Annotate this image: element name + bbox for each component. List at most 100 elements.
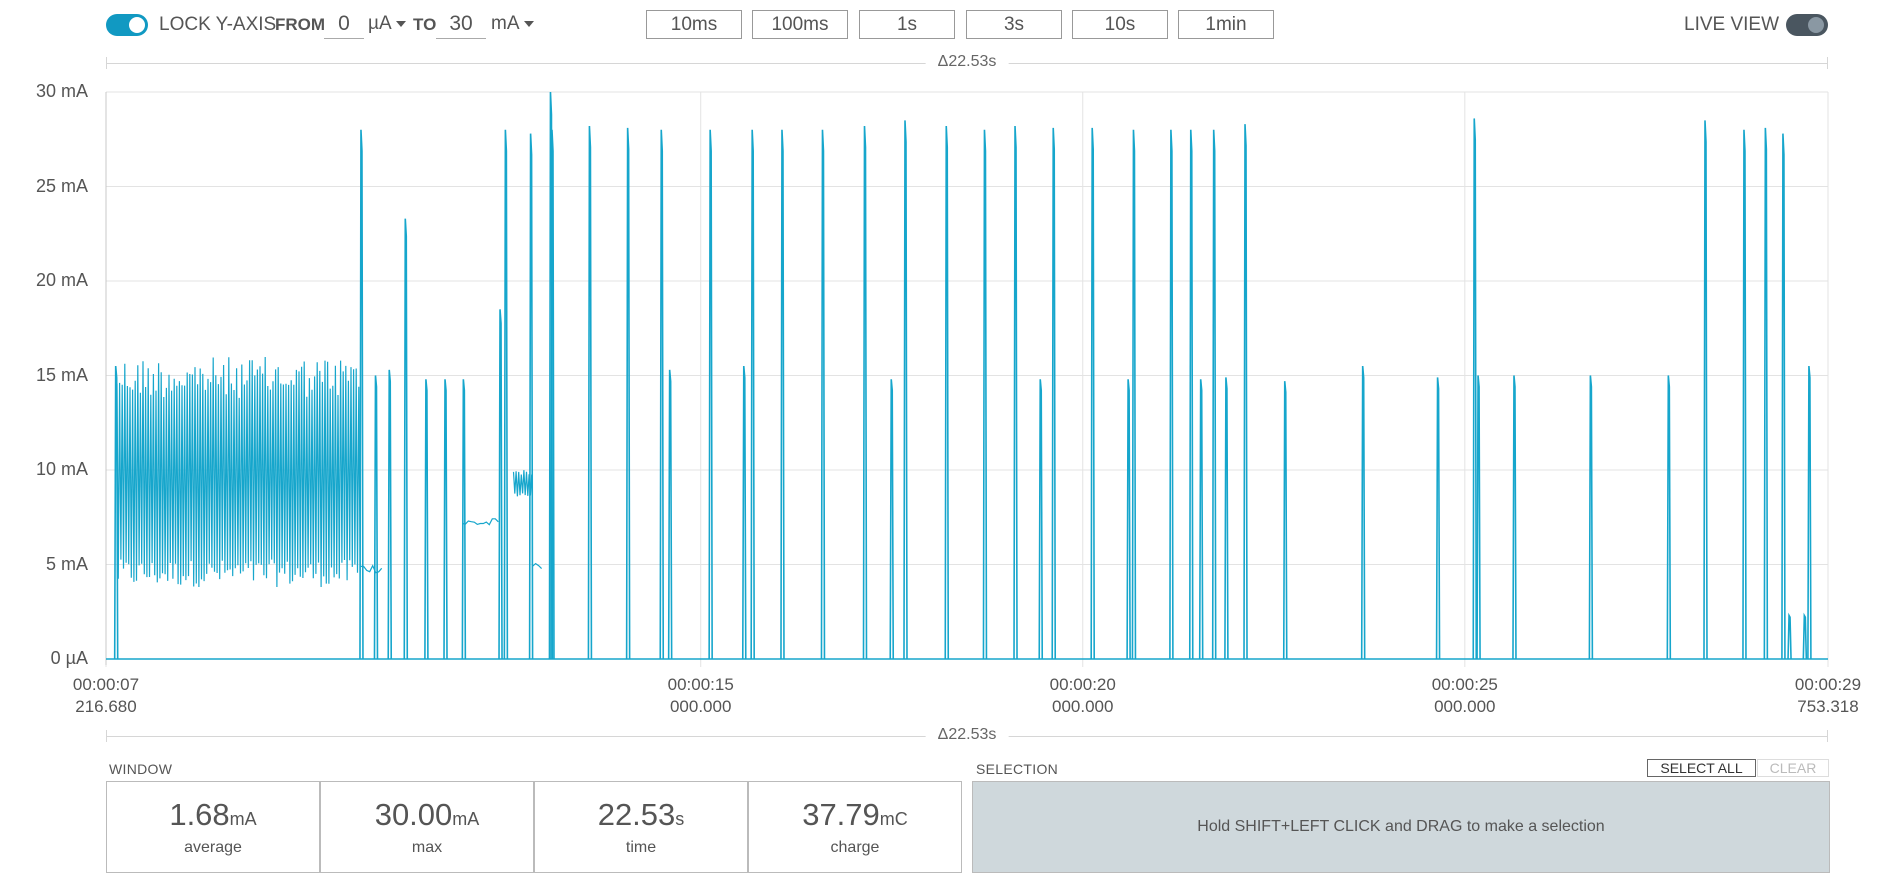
current-spike	[1169, 129, 1174, 660]
current-spike	[403, 218, 409, 660]
current-spike	[1131, 129, 1137, 660]
current-spike	[1435, 377, 1441, 660]
current-spike	[1126, 379, 1131, 660]
toggle-knob	[1808, 17, 1824, 33]
lock-y-axis-toggle[interactable]	[106, 14, 148, 36]
current-spike	[550, 129, 555, 660]
current-spike	[862, 125, 868, 660]
y-tick-label: 0 µA	[50, 648, 88, 668]
current-spike	[659, 129, 665, 660]
current-spike	[1282, 381, 1288, 660]
current-spike	[1013, 125, 1018, 660]
current-spike	[1224, 377, 1229, 660]
y-tick-label: 15 mA	[35, 364, 88, 385]
current-spike	[982, 129, 988, 660]
stat-name: charge	[830, 839, 880, 856]
y-tick-label: 25 mA	[35, 175, 88, 196]
current-spike	[498, 309, 503, 660]
x-tick-label: 00:00:15 000.000	[668, 674, 734, 718]
current-spike	[528, 133, 534, 660]
current-spike	[1188, 129, 1194, 660]
current-spike	[1038, 379, 1044, 660]
window-1min-button[interactable]: 1min	[1178, 10, 1274, 39]
window-10ms-button[interactable]: 10ms	[646, 10, 742, 39]
x-tick-millis: 000.000	[1434, 697, 1496, 716]
live-view-label: LIVE VIEW	[1684, 14, 1780, 35]
stat-unit: mC	[879, 809, 908, 829]
delta-top-label: Δ22.53s	[925, 53, 1009, 71]
from-unit-value: µA	[368, 13, 392, 34]
window-10s-button[interactable]: 10s	[1072, 10, 1168, 39]
window-duration-top: Δ22.53s	[106, 53, 1828, 73]
current-trace-segment	[512, 470, 533, 497]
stat-name: average	[184, 839, 242, 856]
y-tick-label: 30 mA	[35, 81, 88, 101]
current-spike	[889, 379, 895, 660]
chevron-down-icon	[395, 20, 406, 27]
from-unit-select[interactable]: µA	[368, 13, 406, 35]
stat-name: time	[625, 839, 657, 856]
current-trace-segment	[116, 356, 361, 588]
current-spike	[667, 369, 673, 660]
current-spike	[625, 127, 631, 660]
current-spike	[1742, 129, 1747, 660]
current-trace-segment	[360, 564, 383, 574]
x-tick-millis: 000.000	[669, 697, 732, 716]
to-label: TO	[413, 15, 437, 34]
select-all-button[interactable]: SELECT ALL	[1647, 759, 1756, 777]
to-value-input[interactable]: 30	[436, 10, 486, 39]
current-spike	[113, 365, 119, 660]
current-spike	[1588, 375, 1594, 660]
toggle-knob	[129, 17, 145, 33]
current-spike	[1051, 127, 1057, 660]
to-unit-value: mA	[491, 13, 520, 34]
y-tick-label: 10 mA	[35, 459, 88, 479]
current-spike	[373, 375, 379, 660]
current-chart[interactable]	[0, 0, 1891, 700]
x-tick-millis: 000.000	[1052, 697, 1114, 716]
window-100ms-button[interactable]: 100ms	[752, 10, 848, 39]
current-spike	[359, 129, 364, 660]
stat-value: 1.68	[169, 797, 230, 832]
current-spike	[1476, 375, 1481, 660]
current-spike	[1781, 133, 1786, 660]
stat-value: 37.79	[802, 797, 880, 832]
current-spike	[1211, 129, 1217, 660]
current-trace-segment	[532, 562, 543, 570]
current-spike	[1198, 379, 1204, 660]
current-spike	[750, 129, 755, 660]
stat-unit: s	[675, 809, 685, 829]
live-view-toggle[interactable]	[1786, 14, 1828, 36]
stat-unit: mA	[452, 809, 480, 829]
current-spike	[1243, 124, 1248, 660]
window-duration-bottom: Δ22.53s	[106, 726, 1828, 746]
clear-button[interactable]: CLEAR	[1757, 759, 1829, 777]
x-tick-millis: 216.680	[75, 697, 137, 716]
stat-value: 22.53	[597, 797, 676, 832]
stat-name: max	[411, 839, 443, 856]
stat-time: 22.53s time	[534, 781, 748, 873]
current-spike	[1787, 612, 1792, 660]
to-unit-select[interactable]: mA	[491, 13, 534, 35]
stat-average: 1.68mA average	[106, 781, 320, 873]
x-tick-label: 00:00:07 216.680	[73, 674, 139, 718]
x-tick-time: 00:00:25	[1431, 675, 1498, 694]
x-tick-label: 00:00:20 000.000	[1050, 674, 1116, 718]
chevron-down-icon	[523, 20, 534, 27]
window-1s-button[interactable]: 1s	[859, 10, 955, 39]
current-spike	[1090, 127, 1095, 660]
x-tick-time: 00:00:29	[1794, 675, 1862, 694]
current-spike	[424, 379, 429, 660]
window-3s-button[interactable]: 3s	[966, 10, 1062, 39]
current-spike	[708, 129, 713, 660]
current-spike	[443, 379, 448, 660]
current-spike	[1472, 118, 1478, 660]
stat-max: 30.00mA max	[320, 781, 534, 873]
window-section-label: WINDOW	[109, 761, 173, 777]
x-tick-time: 00:00:15	[667, 675, 734, 694]
from-value-input[interactable]: 0	[324, 10, 364, 39]
y-tick-label: 20 mA	[35, 270, 88, 290]
lock-y-axis-label: LOCK Y-AXIS	[159, 14, 277, 35]
x-tick-time: 00:00:20	[1049, 675, 1116, 694]
selection-section-label: SELECTION	[976, 761, 1059, 777]
